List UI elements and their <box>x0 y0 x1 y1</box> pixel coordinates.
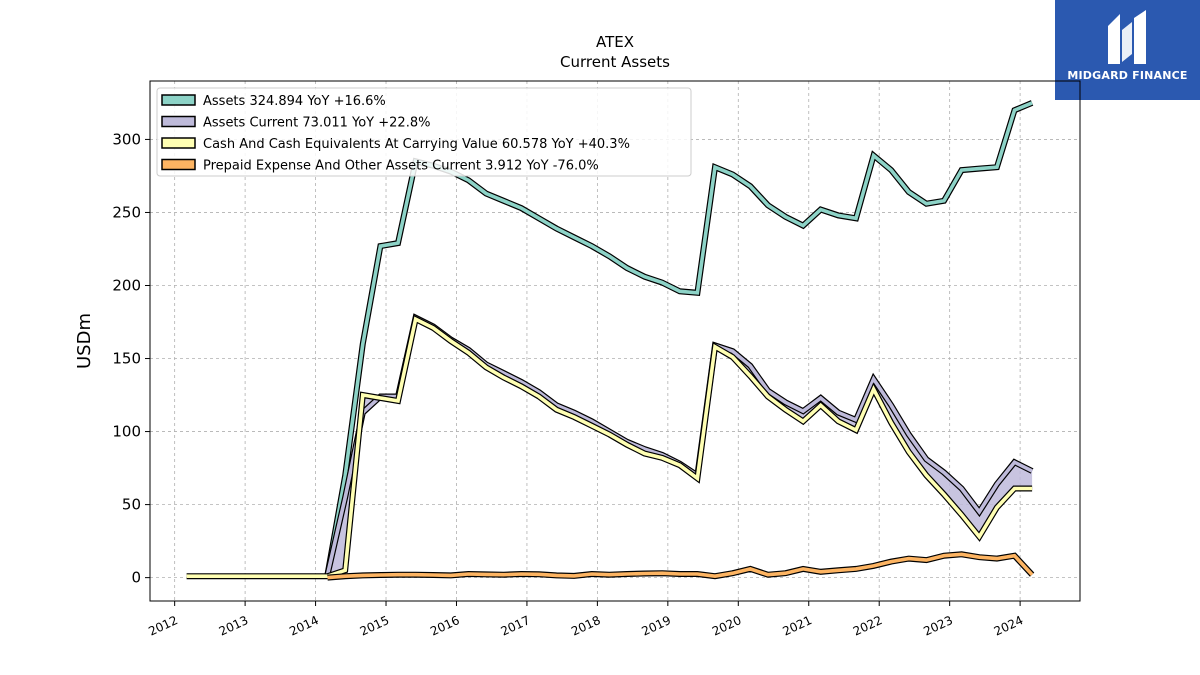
y-tick-label: 0 <box>131 569 141 587</box>
series-2 <box>324 313 1034 576</box>
x-tick-label: 2012 <box>146 613 180 639</box>
x-tick-label: 2020 <box>710 613 744 639</box>
y-tick-label: 100 <box>112 423 141 441</box>
chart-title: ATEX <box>596 33 634 51</box>
legend-swatch <box>161 94 196 106</box>
legend: Assets 324.894 YoY +16.6% Assets Current … <box>156 87 692 177</box>
series-line <box>186 316 1033 578</box>
series-line <box>325 314 1033 576</box>
series-3 <box>186 314 1033 580</box>
x-tick-label: 2016 <box>428 613 462 639</box>
x-tick-label: 2019 <box>640 613 674 639</box>
x-tick-label: 2015 <box>358 613 392 639</box>
brand-logo: MIDGARD FINANCE <box>1055 0 1200 100</box>
legend-label: Assets Current 73.011 YoY +22.8% <box>203 116 430 131</box>
chart-subtitle: Current Assets <box>560 53 670 71</box>
y-axis-label: USDm <box>74 313 95 369</box>
x-tick-label: 2022 <box>851 613 885 639</box>
y-tick-label: 300 <box>112 130 141 148</box>
legend-swatch <box>161 158 196 171</box>
x-tick-label: 2024 <box>992 613 1026 639</box>
x-tick-label: 2017 <box>499 613 533 639</box>
brand-mark-icon <box>1108 10 1146 64</box>
y-tick-label: 50 <box>122 496 141 514</box>
y-tick-label: 200 <box>112 276 141 294</box>
series-line-outline <box>324 313 1034 576</box>
legend-label: Prepaid Expense And Other Assets Current… <box>203 159 599 174</box>
legend-swatch <box>161 137 196 149</box>
y-tick-label: 150 <box>112 350 141 368</box>
plot-frame <box>149 80 1081 602</box>
x-tick-label: 2014 <box>287 613 321 639</box>
x-tick-label: 2021 <box>780 613 814 639</box>
legend-label: Cash And Cash Equivalents At Carrying Va… <box>203 137 630 152</box>
brand-name: MIDGARD FINANCE <box>1067 69 1188 82</box>
x-tick-label: 2018 <box>569 613 603 639</box>
x-tick-label: 2013 <box>217 613 251 639</box>
assets-current-band <box>327 317 1033 577</box>
series-4 <box>327 551 1035 581</box>
x-tick-label: 2023 <box>921 613 955 639</box>
y-tick-label: 250 <box>112 203 141 221</box>
legend-box <box>156 87 692 177</box>
legend-swatch <box>161 115 196 128</box>
legend-label: Assets 324.894 YoY +16.6% <box>203 94 386 109</box>
series-line <box>327 552 1034 580</box>
